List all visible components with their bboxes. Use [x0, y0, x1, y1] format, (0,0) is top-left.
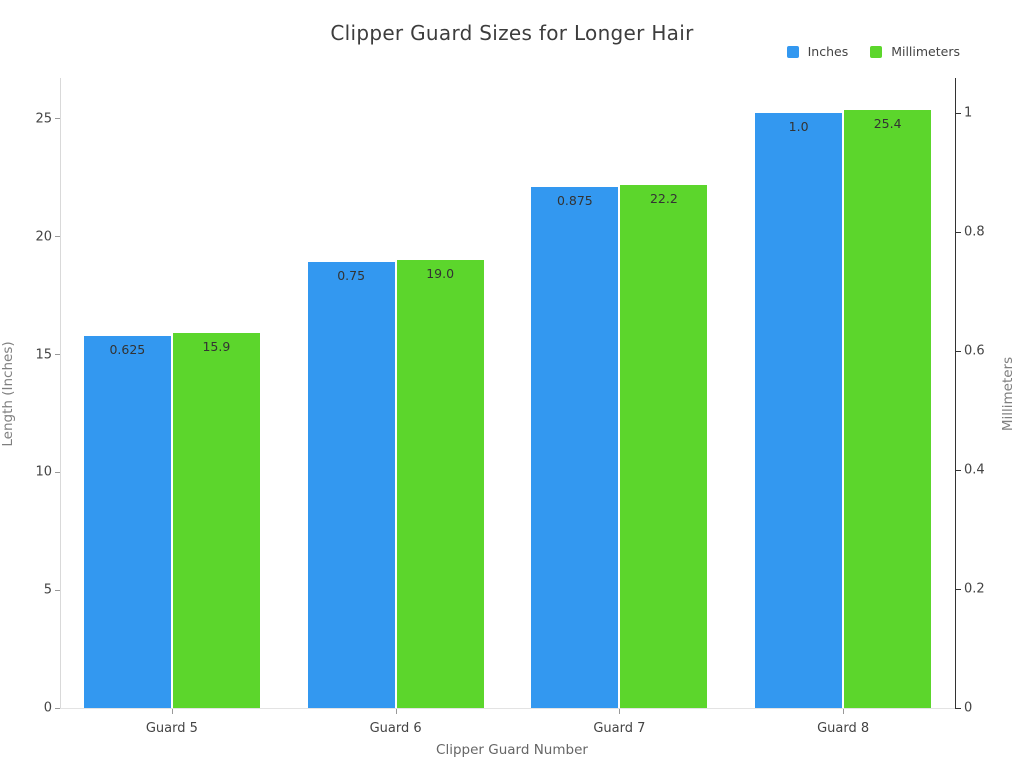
y-right-tick — [956, 469, 961, 471]
legend-label: Millimeters — [891, 44, 960, 59]
x-tick — [619, 709, 621, 714]
y-right-tick — [956, 707, 961, 709]
y-right-tick-label: 1 — [964, 105, 973, 121]
bar-value-label: 0.875 — [556, 193, 593, 209]
bar-value-label: 19.0 — [426, 266, 455, 282]
bar-value-label: 15.9 — [202, 339, 231, 355]
plot-area: 0.625 15.9 0.75 19.0 0.875 22.2 1.0 25.4 0 5 10 15… — [35, 78, 985, 736]
y-left-tick — [55, 236, 60, 238]
bar-value-label: 1.0 — [788, 119, 809, 135]
legend: Inches Millimeters — [786, 44, 960, 59]
x-tick-label: Guard 5 — [145, 721, 198, 736]
y-left-tick-label: 5 — [43, 582, 52, 598]
bar-value-label: 25.4 — [873, 115, 902, 131]
x-tick — [843, 709, 845, 714]
y-right-tick-label: 0.2 — [964, 581, 985, 597]
y-right-tick-label: 0 — [964, 700, 973, 716]
x-tick — [395, 709, 397, 714]
bar-millimeters-guard-8[interactable]: 25.4 — [844, 109, 932, 708]
chart-title: Clipper Guard Sizes for Longer Hair — [330, 21, 694, 45]
x-tick-label: Guard 6 — [369, 721, 422, 736]
bar-millimeters-guard-7[interactable]: 22.2 — [620, 184, 708, 708]
bar-value-label: 0.625 — [109, 342, 146, 358]
legend-label: Inches — [807, 44, 849, 59]
y-right-tick — [956, 588, 961, 590]
y-right-tick-label: 0.8 — [964, 224, 985, 240]
y-right-tick — [956, 350, 961, 352]
x-axis-title: Clipper Guard Number — [436, 742, 588, 758]
bar-value-label: 0.75 — [337, 267, 366, 283]
y-left-tick-label: 25 — [35, 111, 52, 127]
x-tick — [171, 709, 173, 714]
x-tick-label: Guard 7 — [593, 721, 646, 736]
y-left-tick-label: 10 — [35, 464, 52, 480]
bar-value-label: 22.2 — [649, 190, 678, 206]
y-left-tick — [55, 354, 60, 356]
bar-inches-guard-8[interactable]: 1.0 — [755, 113, 843, 708]
y-left-tick — [55, 589, 60, 591]
bar-inches-guard-7[interactable]: 0.875 — [531, 187, 619, 708]
x-axis-line — [60, 708, 955, 709]
bar-inches-guard-5[interactable]: 0.625 — [83, 336, 171, 708]
y-right-tick — [956, 231, 961, 233]
legend-swatch-icon — [870, 45, 883, 58]
y-left-tick-label: 20 — [35, 229, 52, 245]
legend-swatch-icon — [786, 45, 799, 58]
y-left-tick — [55, 471, 60, 473]
y-left-tick — [55, 707, 60, 709]
legend-item-inches[interactable]: Inches — [786, 44, 849, 59]
y-axis-left-line — [60, 78, 61, 708]
y-axis-right-title: Millimeters — [1000, 356, 1016, 432]
y-right-tick-label: 0.4 — [964, 462, 985, 478]
y-axis-right-line — [955, 78, 956, 709]
y-left-tick-label: 0 — [43, 700, 52, 716]
legend-item-millimeters[interactable]: Millimeters — [870, 44, 960, 59]
x-tick-label: Guard 8 — [817, 721, 870, 736]
y-axis-left-title: Length (Inches) — [0, 341, 16, 447]
y-right-tick — [956, 112, 961, 114]
bar-millimeters-guard-5[interactable]: 15.9 — [172, 333, 260, 708]
bar-inches-guard-6[interactable]: 0.75 — [307, 261, 395, 708]
y-right-tick-label: 0.6 — [964, 343, 985, 359]
y-left-tick-label: 15 — [35, 347, 52, 363]
y-left-tick — [55, 118, 60, 120]
bar-millimeters-guard-6[interactable]: 19.0 — [396, 260, 484, 708]
